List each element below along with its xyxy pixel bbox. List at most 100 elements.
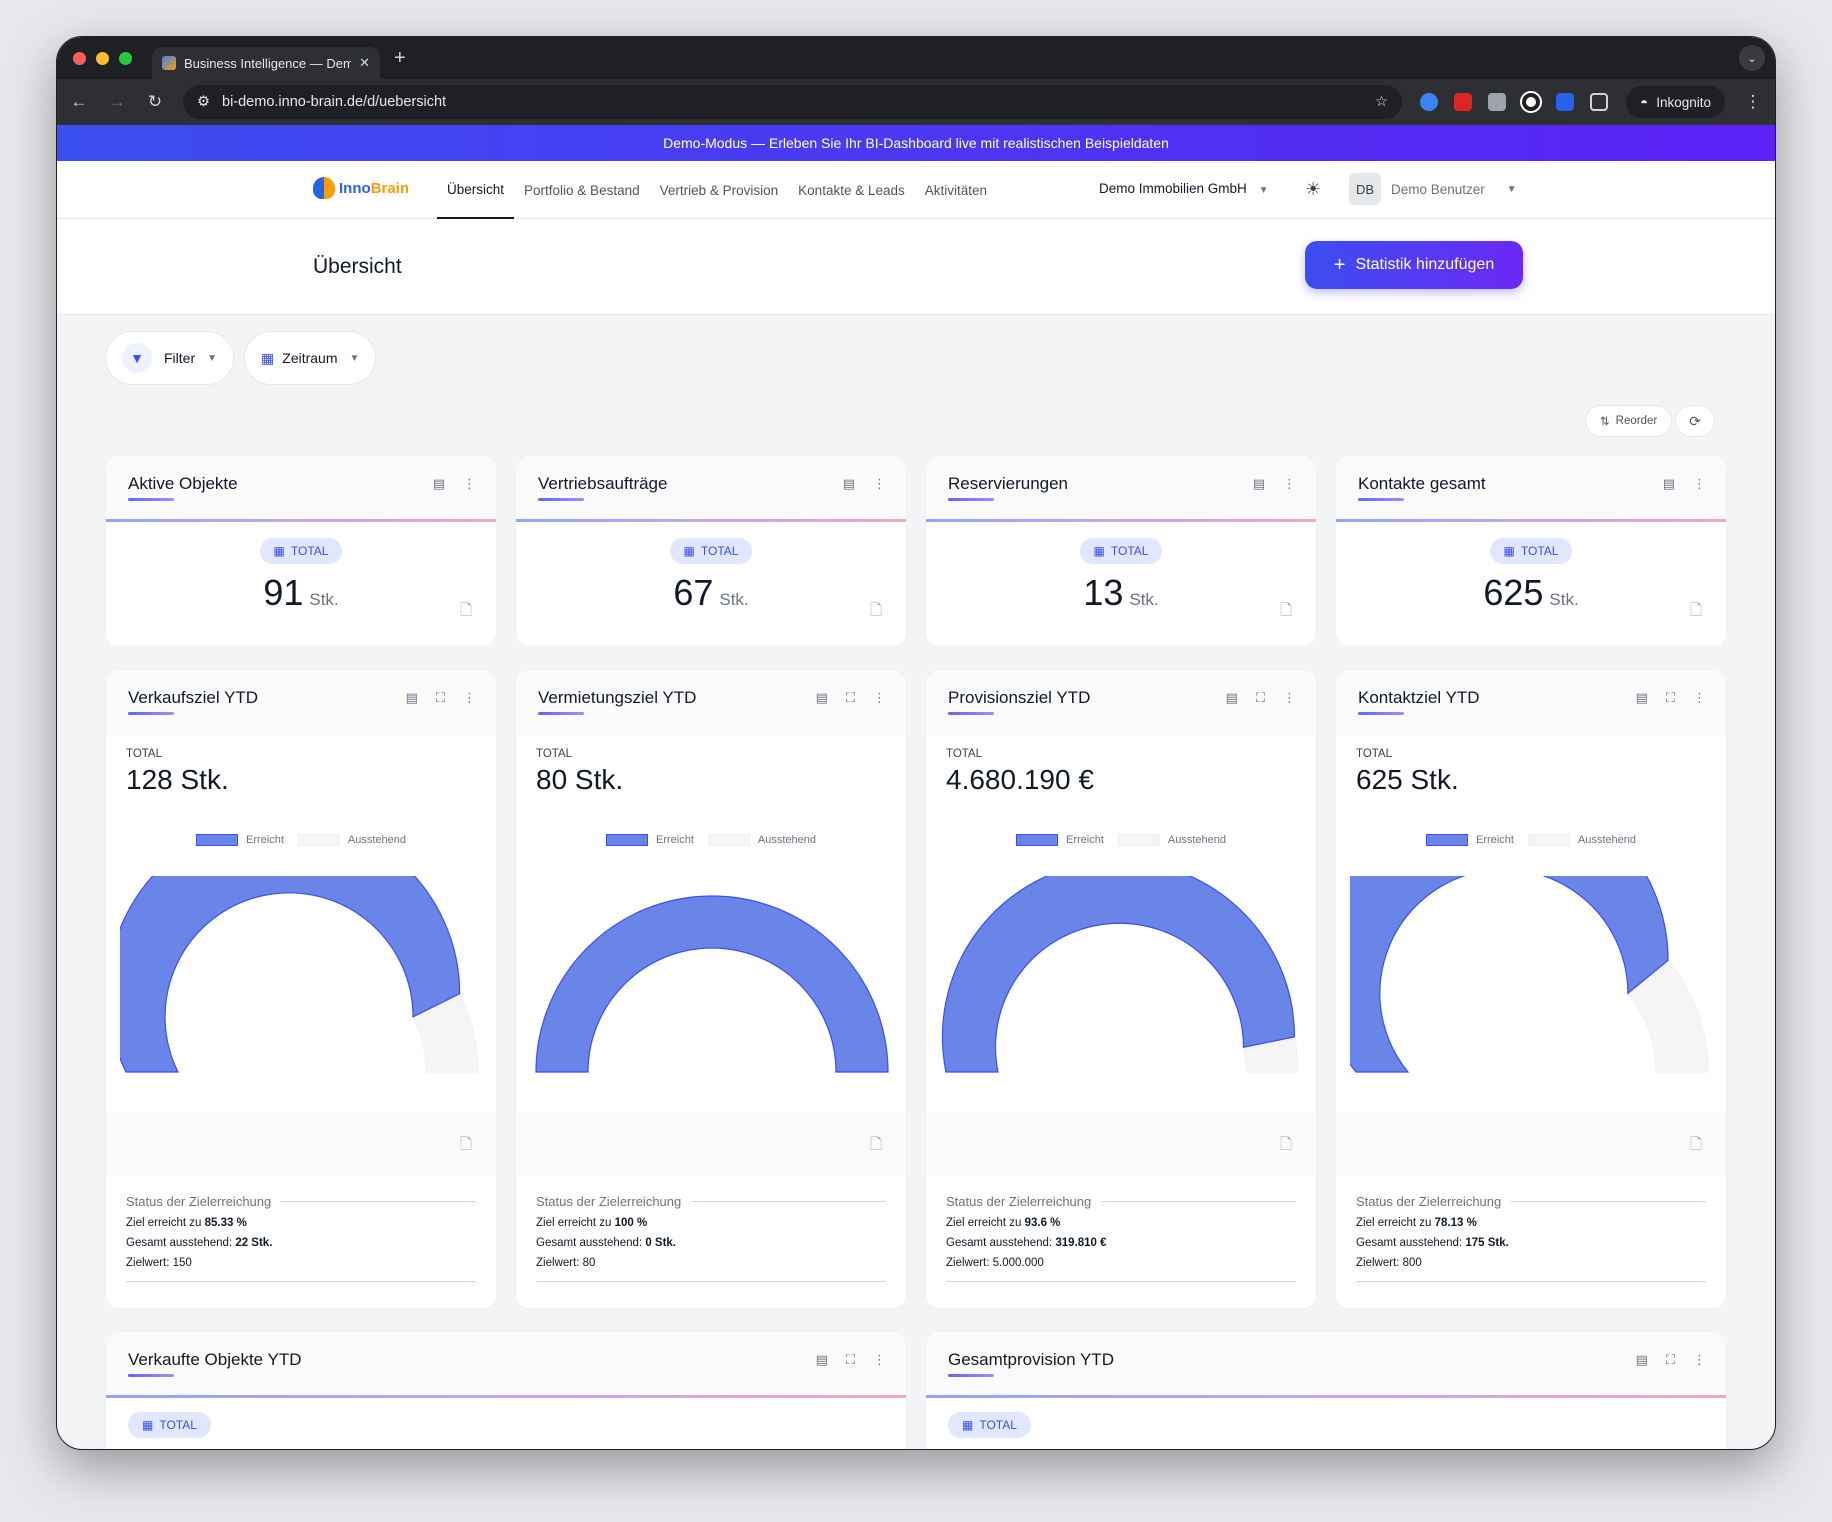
reorder-button[interactable]: ⇅ Reorder xyxy=(1585,405,1673,437)
user-menu[interactable]: DB Demo Benutzer ▼ xyxy=(1349,173,1517,205)
document-icon[interactable]: 🗋 xyxy=(1689,602,1702,619)
logo[interactable]: Inno Brain xyxy=(313,177,409,199)
card-actions: ▤ ⛶ ⋮ xyxy=(816,1352,886,1368)
title-underline xyxy=(538,712,584,715)
close-tab-icon[interactable]: ✕ xyxy=(359,55,370,70)
gauge-pending-arc[interactable] xyxy=(412,992,479,1073)
table-view-icon[interactable]: ▤ xyxy=(815,1352,828,1367)
period-button[interactable]: ▦ Zeitraum ▼ xyxy=(244,331,377,385)
gauge-pending-arc[interactable] xyxy=(1242,1036,1299,1073)
table-view-icon[interactable]: ▤ xyxy=(842,476,855,491)
theme-toggle-sun-icon[interactable]: ☀ xyxy=(1305,179,1322,199)
more-options-icon[interactable]: ⋮ xyxy=(873,690,886,705)
kpi-body: ▦ TOTAL 625 Stk. 🗋 xyxy=(1336,522,1726,646)
document-icon[interactable]: 🗋 xyxy=(1689,1136,1702,1153)
close-window-button[interactable] xyxy=(73,51,86,65)
new-tab-icon[interactable]: + xyxy=(394,46,406,69)
legend-label-achieved[interactable]: Erreicht xyxy=(655,834,694,846)
legend-label-achieved[interactable]: Erreicht xyxy=(1065,834,1104,846)
bookmark-star-icon[interactable]: ☆ xyxy=(1375,94,1389,110)
legend-label-pending[interactable]: Ausstehend xyxy=(757,834,816,846)
card-header: Provisionsziel YTD ▤ ⛶ ⋮ xyxy=(926,670,1316,736)
gradient-divider xyxy=(106,519,496,522)
extension-red-icon[interactable] xyxy=(1454,93,1473,111)
extension-blue-icon[interactable] xyxy=(1556,93,1575,111)
expand-icon[interactable]: ⛶ xyxy=(845,1352,855,1367)
more-options-icon[interactable]: ⋮ xyxy=(1693,1352,1706,1367)
url-text[interactable]: bi-demo.inno-brain.de/d/uebersicht xyxy=(222,94,447,110)
table-view-icon[interactable]: ▤ xyxy=(1635,1352,1648,1367)
gradient-divider xyxy=(926,1395,1726,1398)
document-icon[interactable]: 🗋 xyxy=(869,1136,882,1153)
address-bar[interactable]: ⚙ bi-demo.inno-brain.de/d/uebersicht ☆ xyxy=(183,85,1403,119)
legend-label-pending[interactable]: Ausstehend xyxy=(347,834,406,846)
document-icon[interactable]: 🗋 xyxy=(869,602,882,619)
document-icon[interactable]: 🗋 xyxy=(1279,602,1292,619)
refresh-button[interactable]: ⟳ xyxy=(1675,405,1715,437)
more-options-icon[interactable]: ⋮ xyxy=(463,476,476,491)
plus-icon: + xyxy=(1333,253,1346,276)
forward-icon[interactable]: → xyxy=(108,92,126,111)
gauge-achieved-arc[interactable] xyxy=(535,895,889,1073)
camera-icon[interactable] xyxy=(1488,93,1507,111)
password-manager-icon[interactable] xyxy=(1420,93,1439,111)
more-options-icon[interactable]: ⋮ xyxy=(1283,476,1296,491)
table-view-icon[interactable]: ▤ xyxy=(405,690,418,705)
reload-icon[interactable]: ↻ xyxy=(147,92,163,111)
gauge-achieved-arc[interactable] xyxy=(941,876,1296,1073)
record-icon[interactable] xyxy=(1520,91,1543,113)
nav-tab-kontakte[interactable]: Kontakte & Leads xyxy=(798,182,905,198)
gauge-pending-arc[interactable] xyxy=(1627,959,1709,1073)
zoom-window-button[interactable] xyxy=(119,51,132,65)
expand-icon[interactable]: ⛶ xyxy=(435,690,445,705)
badge-label: TOTAL xyxy=(159,1418,197,1432)
legend-label-pending[interactable]: Ausstehend xyxy=(1577,834,1636,846)
document-icon[interactable]: 🗋 xyxy=(459,1136,472,1153)
expand-icon[interactable]: ⛶ xyxy=(1665,690,1675,705)
expand-icon[interactable]: ⛶ xyxy=(1665,1352,1675,1367)
card-title: Verkaufsziel YTD xyxy=(128,688,259,707)
nav-tab-uebersicht[interactable]: Übersicht xyxy=(437,161,515,219)
filter-button[interactable]: ▼ Filter ▼ xyxy=(105,331,235,385)
puzzle-icon[interactable] xyxy=(1590,93,1609,111)
document-icon[interactable]: 🗋 xyxy=(1279,1136,1292,1153)
more-options-icon[interactable]: ⋮ xyxy=(463,690,476,705)
tab-search-icon[interactable]: ⌄ xyxy=(1739,45,1765,71)
gauge-achieved-arc[interactable] xyxy=(1350,876,1669,1073)
legend-swatch-pending xyxy=(707,834,750,846)
minimize-window-button[interactable] xyxy=(96,51,109,65)
browser-tab[interactable]: Business Intelligence — Demo ✕ xyxy=(152,47,380,79)
expand-icon[interactable]: ⛶ xyxy=(845,690,855,705)
legend-label-achieved[interactable]: Erreicht xyxy=(245,834,284,846)
goal-status: Status der Zielerreichung Ziel erreicht … xyxy=(126,1194,476,1282)
add-statistic-button[interactable]: + Statistik hinzufügen xyxy=(1305,241,1523,289)
incognito-indicator[interactable]: ◓ Inkognito xyxy=(1626,86,1725,118)
more-options-icon[interactable]: ⋮ xyxy=(1693,690,1706,705)
chevron-down-icon: ▼ xyxy=(1506,183,1517,195)
gradient-divider xyxy=(1336,519,1726,522)
table-view-icon[interactable]: ▤ xyxy=(1252,476,1265,491)
more-options-icon[interactable]: ⋮ xyxy=(1693,476,1706,491)
more-options-icon[interactable]: ⋮ xyxy=(873,1352,886,1367)
badge-label: TOTAL xyxy=(700,544,739,558)
company-selector[interactable]: Demo Immobilien GmbH ▼ xyxy=(1099,181,1268,196)
browser-menu-icon[interactable]: ⋮ xyxy=(1744,92,1762,111)
table-view-icon[interactable]: ▤ xyxy=(1635,690,1648,705)
site-settings-icon[interactable]: ⚙ xyxy=(197,94,210,110)
nav-tab-portfolio[interactable]: Portfolio & Bestand xyxy=(524,182,640,198)
status-achieved-line: Ziel erreicht zu 85.33 % xyxy=(126,1217,476,1229)
expand-icon[interactable]: ⛶ xyxy=(1255,690,1265,705)
gauge-achieved-arc[interactable] xyxy=(120,876,461,1073)
nav-tab-vertrieb[interactable]: Vertrieb & Provision xyxy=(659,182,779,198)
legend-label-pending[interactable]: Ausstehend xyxy=(1167,834,1226,846)
table-view-icon[interactable]: ▤ xyxy=(815,690,828,705)
document-icon[interactable]: 🗋 xyxy=(459,602,472,619)
table-view-icon[interactable]: ▤ xyxy=(1662,476,1675,491)
table-view-icon[interactable]: ▤ xyxy=(1225,690,1238,705)
table-view-icon[interactable]: ▤ xyxy=(432,476,445,491)
more-options-icon[interactable]: ⋮ xyxy=(873,476,886,491)
more-options-icon[interactable]: ⋮ xyxy=(1283,690,1296,705)
legend-label-achieved[interactable]: Erreicht xyxy=(1475,834,1514,846)
back-icon[interactable]: ← xyxy=(70,92,88,111)
nav-tab-aktivitaeten[interactable]: Aktivitäten xyxy=(924,182,988,198)
